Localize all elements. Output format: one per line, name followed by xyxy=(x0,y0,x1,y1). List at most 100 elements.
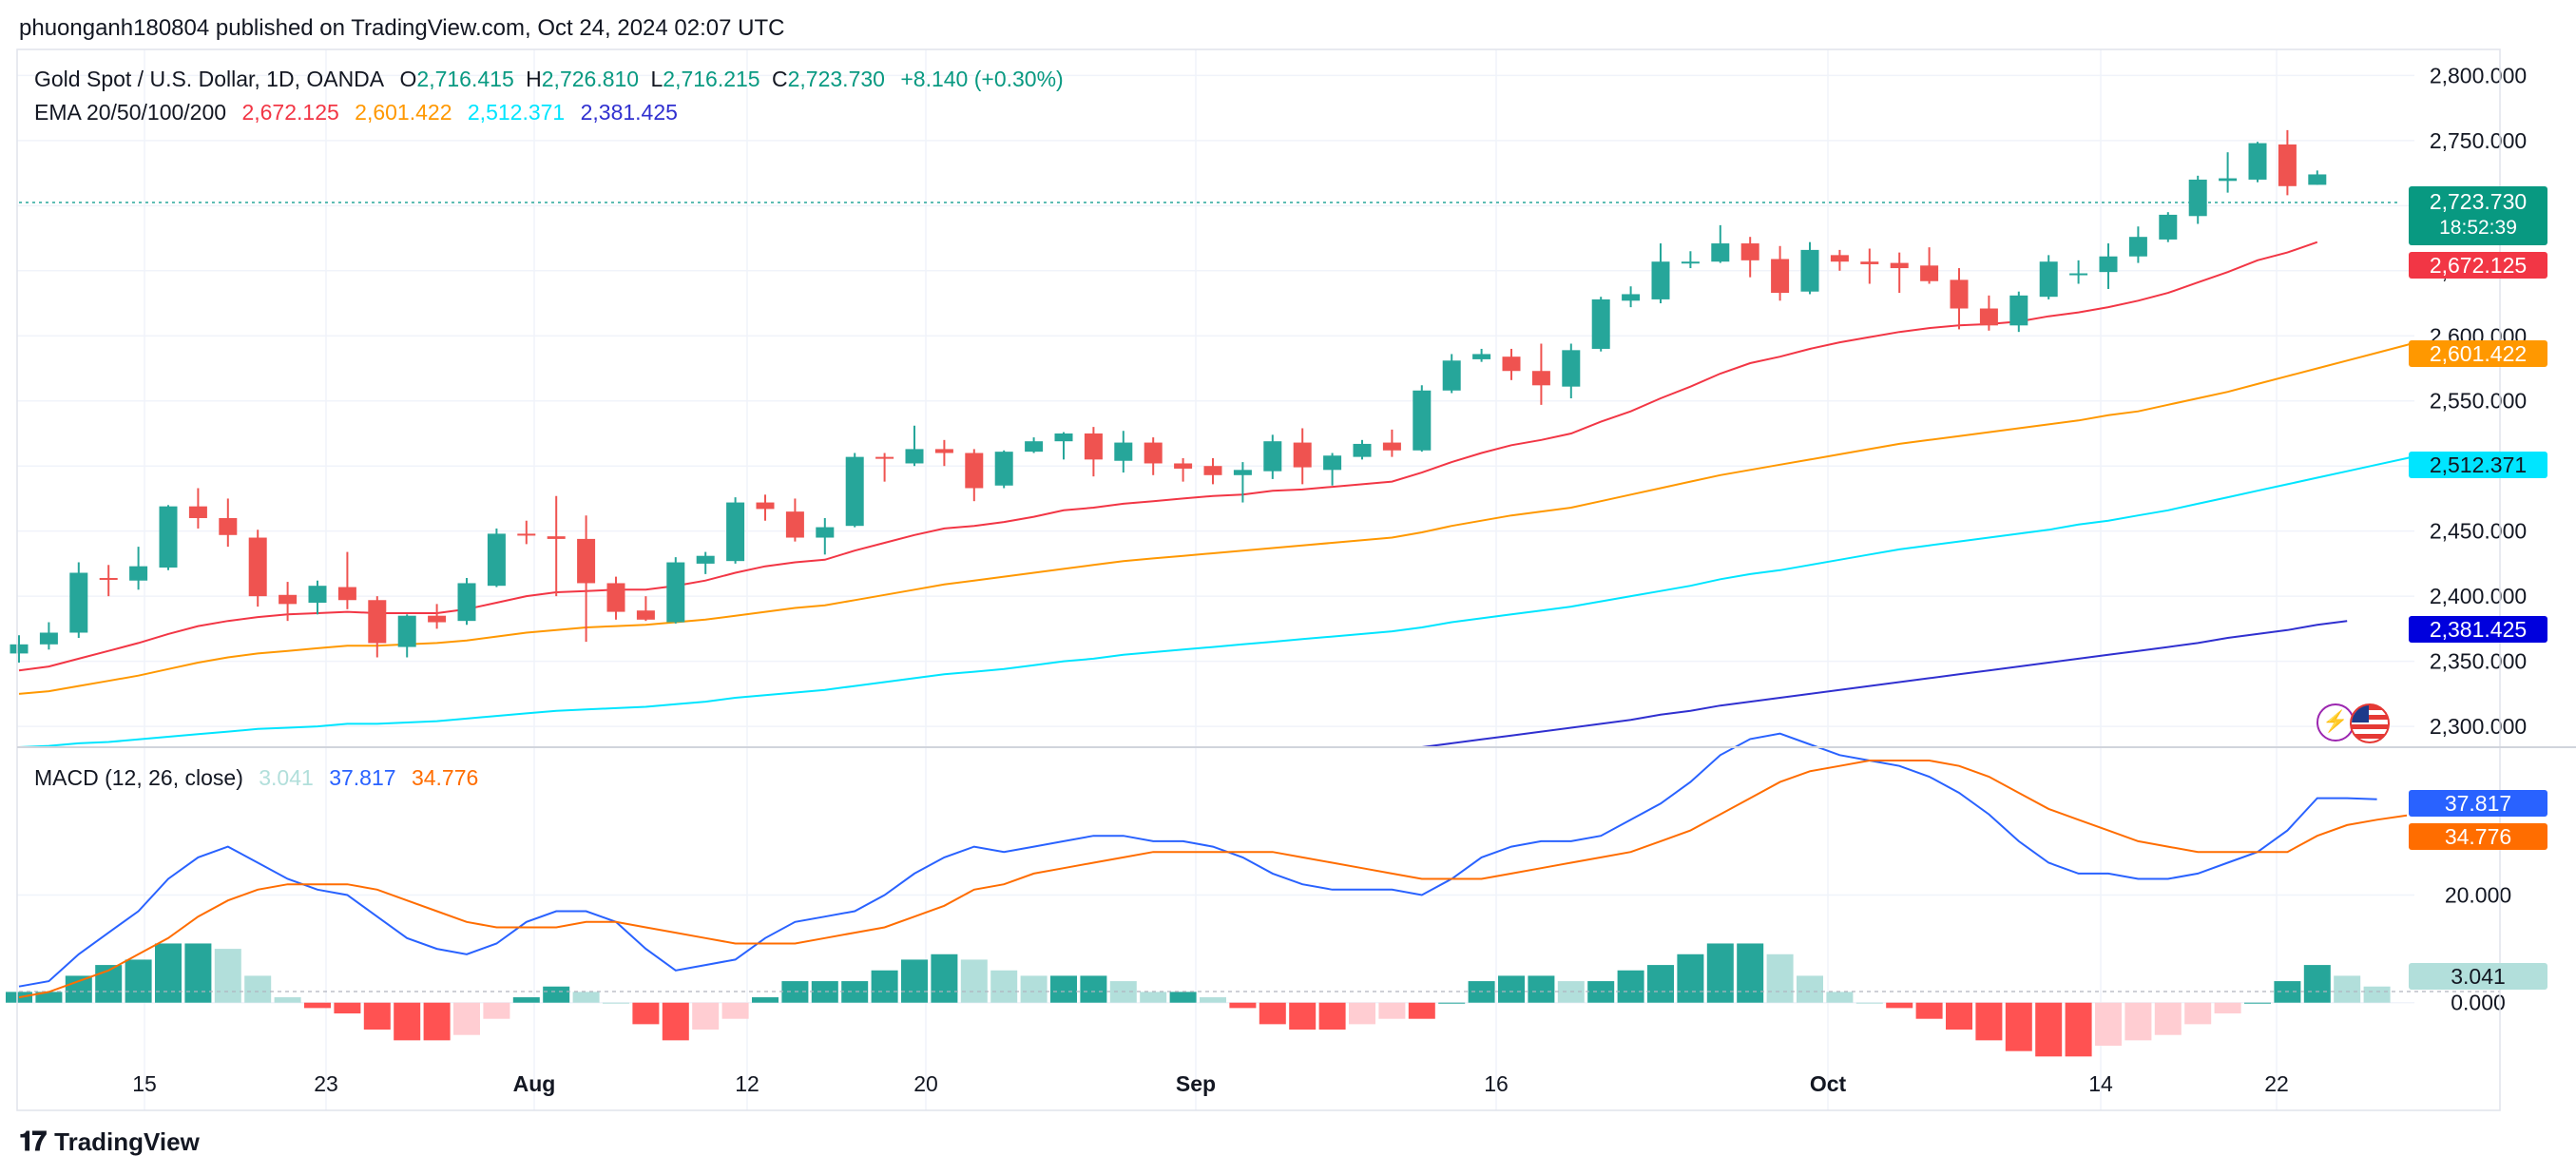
macd-signal-tag: 34.776 xyxy=(2409,823,2547,850)
x-tick-label: 14 xyxy=(2088,1071,2113,1096)
candle xyxy=(1920,247,1939,284)
candle-body xyxy=(994,452,1013,486)
candle-body xyxy=(1263,441,1282,472)
candle xyxy=(129,547,148,590)
macd-hist-bar xyxy=(2363,986,2391,1003)
macd-hist-bar xyxy=(1737,943,1764,1003)
candle xyxy=(1771,245,1790,301)
chart-frame xyxy=(16,48,2501,1111)
macd-hist-bar xyxy=(1289,1002,1317,1031)
macd-hist-bar xyxy=(1826,992,1854,1003)
candle-body xyxy=(547,536,566,539)
candle-body xyxy=(636,610,655,620)
candle xyxy=(1203,457,1222,485)
candle-body xyxy=(39,632,58,645)
macd-hist-bar xyxy=(2184,1002,2212,1025)
macd-legend[interactable]: MACD (12, 26, close) 3.041 37.817 34.776 xyxy=(34,765,488,791)
candle xyxy=(1681,251,1700,269)
tradingview-branding[interactable]: 𝟏𝟕 TradingView xyxy=(19,1127,200,1158)
macd-hist-bar xyxy=(1617,970,1644,1003)
tradingview-logo-icon: 𝟏𝟕 xyxy=(19,1127,47,1156)
ohlc-low: L2,716.215 xyxy=(650,67,760,91)
ema20-value: 2,672.125 xyxy=(241,100,339,125)
macd-hist-bar xyxy=(871,970,898,1003)
macd-hist-bar xyxy=(155,943,182,1003)
macd-hist-bar xyxy=(1408,1002,1435,1019)
x-tick-label: 16 xyxy=(1484,1071,1509,1096)
candle-body xyxy=(2159,214,2178,240)
candle xyxy=(905,425,924,467)
macd-hist-bar xyxy=(1975,1002,2003,1041)
macd-hist-bar xyxy=(304,1002,331,1009)
candle xyxy=(428,604,447,629)
macd-hist-bar xyxy=(35,992,63,1003)
candle xyxy=(1711,224,1730,263)
ema200-value: 2,381.425 xyxy=(580,100,678,125)
candle xyxy=(279,582,298,622)
candle-body xyxy=(1084,433,1103,460)
ema100-value: 2,512.371 xyxy=(467,100,566,125)
candle xyxy=(666,557,685,624)
candle xyxy=(1054,432,1073,460)
macd-hist-bar xyxy=(2244,1002,2271,1004)
x-tick-label: 20 xyxy=(913,1071,938,1096)
candle-body xyxy=(1144,442,1163,464)
candle xyxy=(2099,243,2118,289)
macd-hist-bar xyxy=(125,959,152,1003)
candle xyxy=(487,528,506,588)
candle-body xyxy=(1681,261,1700,264)
lightning-icon[interactable]: ⚡ xyxy=(2316,703,2355,742)
x-tick-label: Sep xyxy=(1176,1071,1216,1096)
symbol-legend[interactable]: Gold Spot / U.S. Dollar, 1D, OANDA O2,71… xyxy=(34,67,1073,92)
price-tick-label: 2,300.000 xyxy=(2430,714,2527,739)
ema-legend[interactable]: EMA 20/50/100/200 2,672.125 2,601.422 2,… xyxy=(34,100,687,125)
candle-body xyxy=(308,586,327,603)
candle xyxy=(696,551,715,574)
candle-body xyxy=(457,583,476,622)
candle-body xyxy=(1472,354,1491,359)
brand-name: TradingView xyxy=(54,1127,200,1156)
candle xyxy=(816,517,835,555)
candle-body xyxy=(1950,279,1969,309)
macd-hist-bar xyxy=(2065,1002,2092,1057)
symbol-name: Gold Spot / U.S. Dollar, 1D, OANDA xyxy=(34,67,385,91)
macd-hist-bar xyxy=(1349,1002,1375,1025)
candle-body xyxy=(2009,295,2028,326)
ohlc-values: O2,716.415 xyxy=(399,67,514,91)
candle-body xyxy=(1890,262,1909,269)
ema100-price-tag: 2,512.371 xyxy=(2409,452,2547,478)
macd-histogram xyxy=(6,943,2391,1057)
candle-body xyxy=(1979,308,1998,326)
grid xyxy=(17,49,2414,1110)
macd-axis-labels: 0.000 20.000 xyxy=(2445,883,2511,1015)
macd-hist-bar xyxy=(2154,1002,2182,1035)
macd-hist-bar xyxy=(1677,953,1704,1003)
candle-body xyxy=(1830,255,1849,262)
macd-hist-bar xyxy=(1855,1002,1883,1004)
macd-hist-bar xyxy=(1169,992,1197,1003)
macd-hist-bar xyxy=(2334,975,2361,1003)
candle-body xyxy=(428,615,447,623)
macd-hist-bar xyxy=(1498,975,1525,1003)
us-flag-icon[interactable] xyxy=(2350,703,2390,743)
macd-hist-bar xyxy=(990,970,1018,1003)
macd-label: MACD (12, 26, close) xyxy=(34,765,243,790)
candle xyxy=(1025,437,1044,453)
macd-tick-label: 0.000 xyxy=(2451,991,2506,1015)
macd-lines xyxy=(18,732,2408,999)
candle-body xyxy=(1323,455,1342,471)
candle xyxy=(636,596,655,622)
candle xyxy=(159,505,178,570)
ema-label: EMA 20/50/100/200 xyxy=(34,100,227,125)
macd-hist-bar xyxy=(394,1002,421,1041)
candle xyxy=(10,635,29,663)
candle xyxy=(785,498,804,542)
macd-hist-bar xyxy=(572,992,600,1003)
macd-hist-bar xyxy=(1229,1002,1257,1009)
candle xyxy=(1502,348,1521,380)
macd-hist-bar xyxy=(721,1002,749,1019)
candle xyxy=(337,551,356,609)
macd-signal-value: 34.776 xyxy=(411,765,479,790)
macd-hist-bar xyxy=(1140,992,1167,1003)
